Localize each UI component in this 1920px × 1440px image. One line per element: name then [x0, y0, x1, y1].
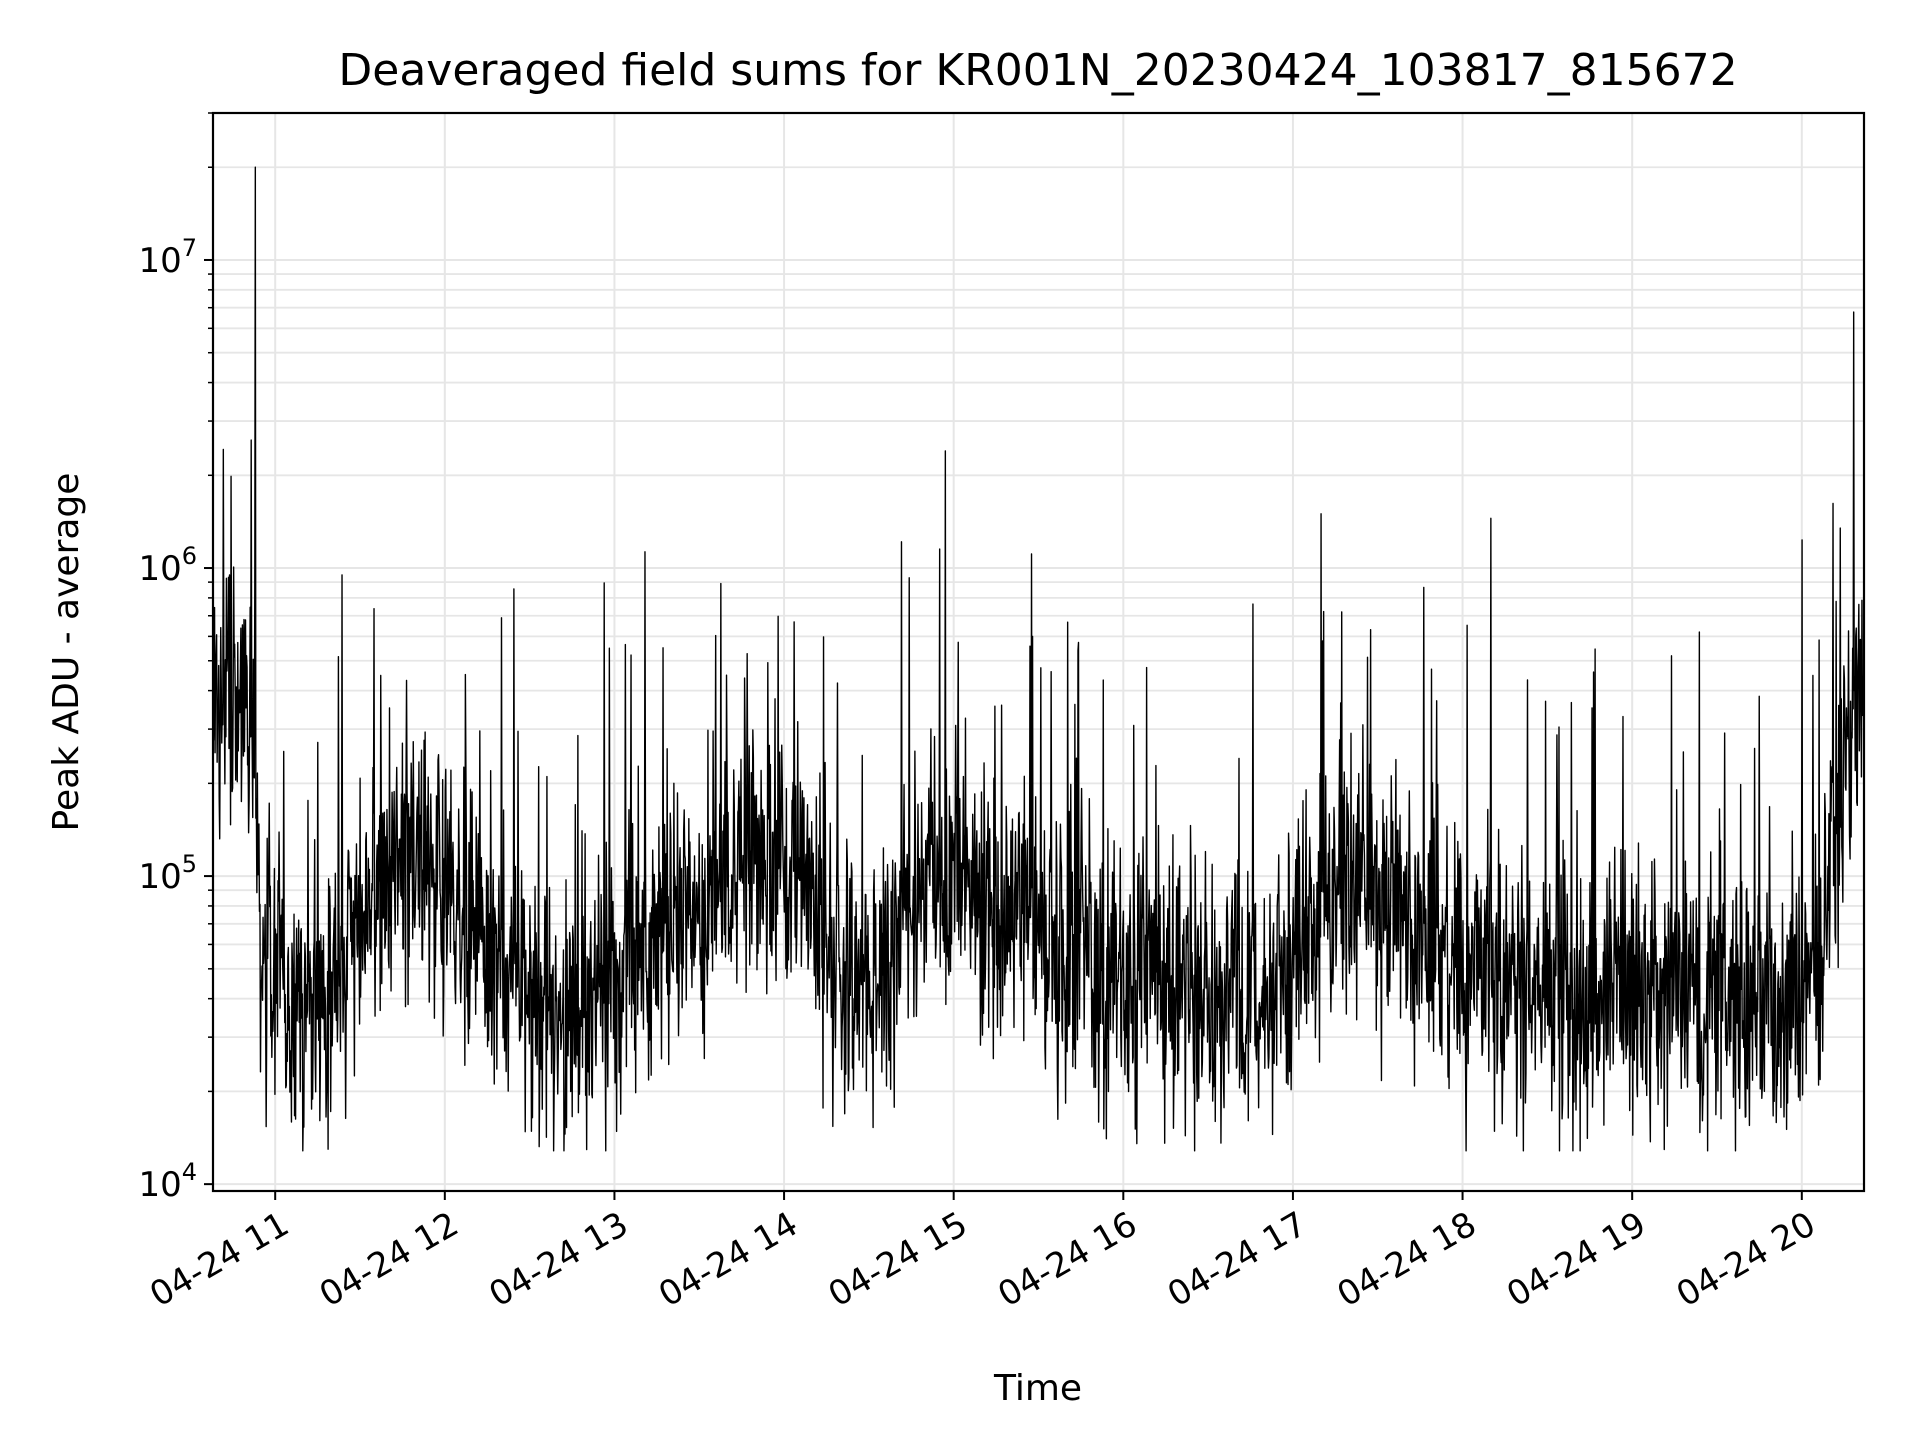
plot-frame — [211, 111, 1866, 1193]
y-tick-label: 107 — [138, 234, 197, 281]
y-tick-label: 106 — [138, 542, 197, 589]
y-axis-label: Peak ADU - average — [46, 473, 87, 832]
x-axis-label: Time — [993, 1368, 1082, 1409]
y-tick-label: 104 — [138, 1158, 197, 1205]
y-tick-label: 105 — [138, 850, 197, 897]
series-line — [212, 166, 1865, 1152]
series-layer — [212, 166, 1865, 1152]
chart-title: Deaveraged field sums for KR001N_2023042… — [338, 45, 1737, 96]
